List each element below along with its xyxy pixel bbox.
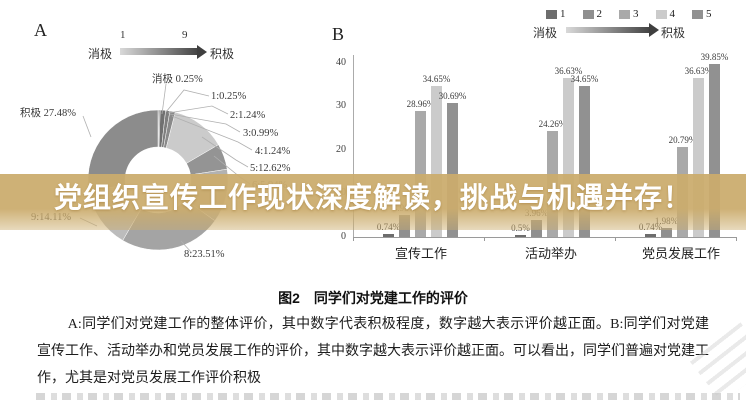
pie-slice-积极 (87, 109, 159, 192)
bar-宣传工作-5 (447, 103, 458, 237)
x-axis-tick (484, 237, 485, 241)
category-label-dangyuan: 党员发展工作 (641, 246, 720, 261)
legend-label-3: 3 (633, 8, 639, 20)
panel-a-scale-negative: 消极 (88, 47, 113, 61)
pie-label-5: 5:12.62% (250, 163, 291, 174)
panel-a-gradient-arrow-head (197, 45, 207, 59)
legend-swatch-1 (546, 9, 557, 19)
legend-swatch-2 (582, 9, 594, 19)
bar-value-label: 36.63% (684, 65, 713, 76)
x-axis-line (353, 237, 737, 238)
y-axis-line (353, 55, 354, 237)
bar-value-label: 34.65% (570, 74, 599, 85)
bar-宣传工作-4 (431, 86, 442, 237)
description-line-1: A:同学们对党建工作的整体评价，其中数字代表积极程度，数字越大表示评价越正面。B… (67, 317, 709, 332)
panel-b-gradient-arrow (566, 27, 649, 33)
y-tick-30: 30 (336, 100, 346, 111)
panel-b-gradient-arrow-head (649, 23, 659, 37)
pie-label-3: 3:0.99% (243, 128, 279, 139)
y-tick-0: 0 (341, 231, 346, 242)
panel-a-scale-min: 1 (120, 29, 126, 41)
pie-label-8: 8:23.51% (184, 249, 225, 260)
bar-value-label: 34.65% (422, 74, 451, 85)
bar-chart-area: 0.74%0.5%0.74%4.96%3.96%1.98%28.96%24.26… (377, 51, 729, 237)
legend-swatch-4 (655, 9, 667, 19)
bar-活动举办-1 (515, 234, 526, 237)
panel-a-scale-positive: 积极 (210, 47, 235, 61)
bar-value-label: 30.69% (438, 91, 467, 102)
panel-b-legend: 1 2 3 4 5 (546, 8, 712, 20)
panel-a-gradient-arrow (120, 48, 197, 55)
bar-党员发展工作-4 (693, 77, 704, 237)
bar-value-label: 39.85% (700, 51, 729, 62)
category-label-huodong: 活动举办 (524, 246, 577, 261)
headline-text: 党组织宣传工作现状深度解读，挑战与机遇并存！ (53, 182, 692, 213)
bar-value-label: 36.63% (554, 65, 583, 76)
headline-banner: 党组织宣传工作现状深度解读，挑战与机遇并存！ (0, 174, 746, 230)
pie-label-2: 2:1.24% (230, 110, 266, 121)
x-axis-tick (615, 237, 616, 241)
x-axis-tick (353, 237, 354, 241)
legend-item-1: 1 (546, 8, 566, 20)
bar-活动举办-5 (579, 86, 590, 237)
legend-item-2: 2 (582, 8, 603, 20)
legend-swatch-3 (619, 9, 630, 19)
legend-swatch-5 (692, 9, 703, 19)
legend-item-3: 3 (619, 8, 639, 20)
panel-b-label: B (332, 24, 346, 44)
legend-label-4: 4 (669, 8, 676, 20)
figure-caption: 图2 同学们对党建工作的评价 (278, 290, 468, 306)
panel-a-scale-max: 9 (182, 29, 188, 41)
bar-党员发展工作-1 (645, 233, 656, 237)
pie-label-xiaoji: 消极 0.25% (152, 74, 203, 85)
clipped-text-line (36, 393, 740, 400)
x-axis-tick (736, 237, 737, 241)
bar-宣传工作-1 (383, 233, 394, 237)
legend-label-2: 2 (596, 8, 603, 20)
pie-label-1: 1:0.25% (211, 91, 247, 102)
bar-活动举办-4 (563, 77, 574, 237)
bar-党员发展工作-2 (661, 228, 672, 237)
description-line-3: 作，尤其是对党员发展工作评价积极 (37, 371, 261, 386)
description-line-2: 宣传工作、活动举办和党员发展工作的评价，其中数字越大表示评价越正面。可以看出，同… (37, 344, 709, 359)
y-tick-20: 20 (336, 144, 346, 155)
y-tick-40: 40 (336, 57, 346, 68)
legend-label-1: 1 (560, 8, 566, 20)
pie-label-4: 4:1.24% (255, 146, 291, 157)
category-label-xuanchuan: 宣传工作 (394, 246, 447, 261)
panel-b-scale-negative: 消极 (533, 26, 558, 40)
panel-a-label: A (34, 20, 48, 40)
legend-label-5: 5 (706, 8, 712, 20)
pie-label-jiji: 积极 27.48% (20, 108, 76, 119)
bar-value-label: 28.96% (406, 99, 435, 110)
legend-item-4: 4 (655, 8, 676, 20)
bar-党员发展工作-5 (709, 63, 720, 237)
bar-value-label: 24.26% (538, 119, 567, 130)
figure-description: A:同学们对党建工作的整体评价，其中数字代表积极程度，数字越大表示评价越正面。B… (37, 311, 709, 392)
bar-value-label: 20.79% (668, 134, 697, 145)
panel-b-scale-positive: 积极 (661, 26, 686, 40)
legend-item-5: 5 (692, 8, 712, 20)
